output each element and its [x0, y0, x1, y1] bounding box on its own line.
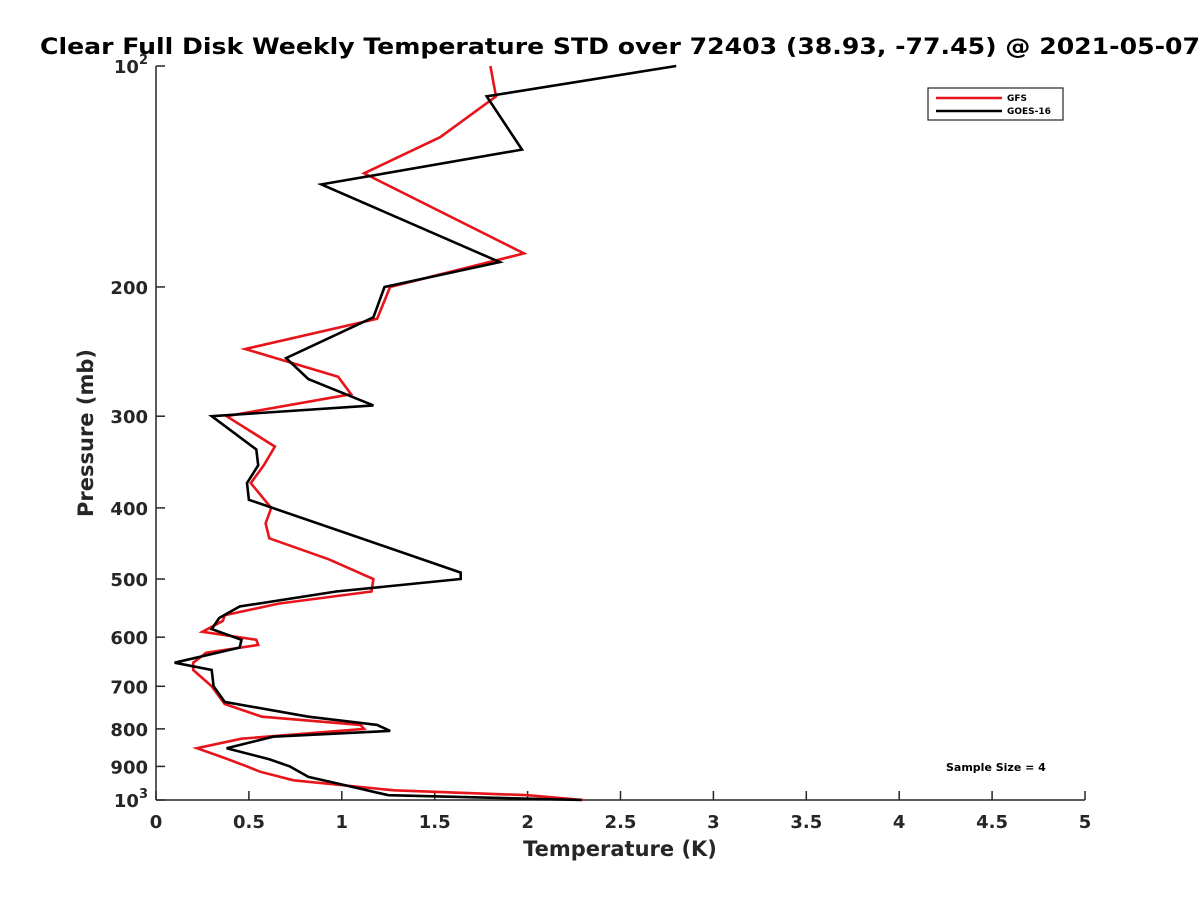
y-tick-label: 200	[110, 278, 148, 299]
y-tick-label: 700	[110, 677, 148, 698]
x-tick-label: 1.5	[419, 812, 451, 833]
y-tick-label: 400	[110, 499, 148, 520]
x-tick-label: 1	[336, 812, 349, 833]
x-tick-label: 2	[521, 812, 534, 833]
x-tick-label: 4	[893, 812, 906, 833]
y-tick-label: 500	[110, 570, 148, 591]
y-tick-label: 900	[110, 757, 148, 778]
y-axis-ticks: 102 200 300 400 500 600 700 800 900 103	[110, 53, 165, 812]
x-tick-label: 0	[150, 812, 163, 833]
legend-entry-label: GFS	[1007, 94, 1027, 104]
legend-box	[927, 87, 1064, 121]
plot-area	[155, 66, 1085, 801]
y-tick-label: 300	[110, 407, 148, 428]
legend-entry-label: GOES-16	[1007, 107, 1051, 117]
y-axis-label: Pressure (mb)	[74, 349, 98, 517]
series-line-goes-16	[174, 64, 677, 802]
x-tick-label: 4.5	[976, 812, 1008, 833]
y-tick-label: 800	[110, 720, 148, 741]
x-tick-label: 5	[1079, 812, 1092, 833]
x-tick-label: 3.5	[790, 812, 822, 833]
series-line-gfs	[191, 65, 584, 802]
y-tick-label: 103	[114, 787, 148, 812]
y-tick-label: 600	[110, 628, 148, 649]
x-axis-label: Temperature (K)	[523, 837, 717, 861]
chart-title: Clear Full Disk Weekly Temperature STD o…	[40, 35, 1200, 60]
legend: GFS GOES-16	[927, 87, 1064, 121]
sample-size-annotation: Sample Size = 4	[946, 761, 1046, 774]
x-tick-label: 0.5	[233, 812, 265, 833]
y-tick-label: 102	[114, 53, 148, 78]
series-layer	[174, 64, 677, 802]
x-axis-ticks: 0 0.5 1 1.5 2 2.5 3 3.5 4 4.5 5	[150, 791, 1092, 833]
x-tick-label: 3	[707, 812, 720, 833]
x-tick-label: 2.5	[605, 812, 637, 833]
